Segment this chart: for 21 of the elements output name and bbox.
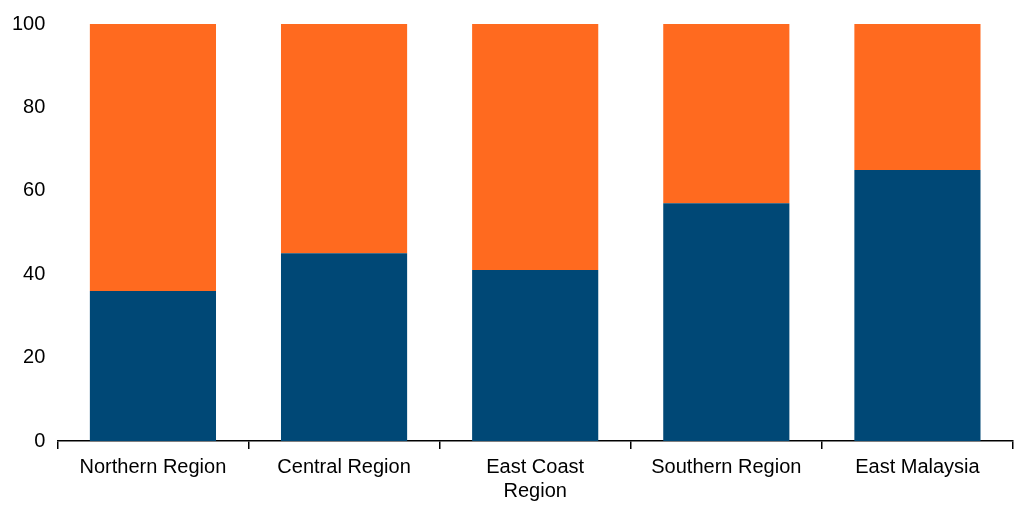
bar [854, 24, 981, 170]
y-tick-label: 20 [23, 345, 46, 368]
y-tick-label: 40 [23, 261, 46, 284]
bar [280, 253, 408, 441]
x-tick-label: East Coast Region [486, 454, 585, 501]
bar [89, 290, 216, 441]
y-tick-label: 0 [34, 428, 46, 451]
bar [854, 169, 981, 441]
x-tick-label: Northern Region [79, 454, 227, 477]
bar [472, 270, 599, 441]
x-tick-label: Central Region [277, 454, 411, 477]
y-tick-label: 100 [11, 11, 46, 34]
x-tick-label: Southern Region [651, 454, 802, 477]
bar [663, 203, 790, 441]
y-tick-label: 80 [23, 94, 46, 117]
bar [472, 24, 599, 271]
bar [663, 24, 790, 204]
bar [89, 24, 216, 291]
x-tick-label: East Malaysia [855, 454, 981, 477]
y-tick-label: 60 [23, 178, 46, 201]
bar [280, 24, 408, 254]
